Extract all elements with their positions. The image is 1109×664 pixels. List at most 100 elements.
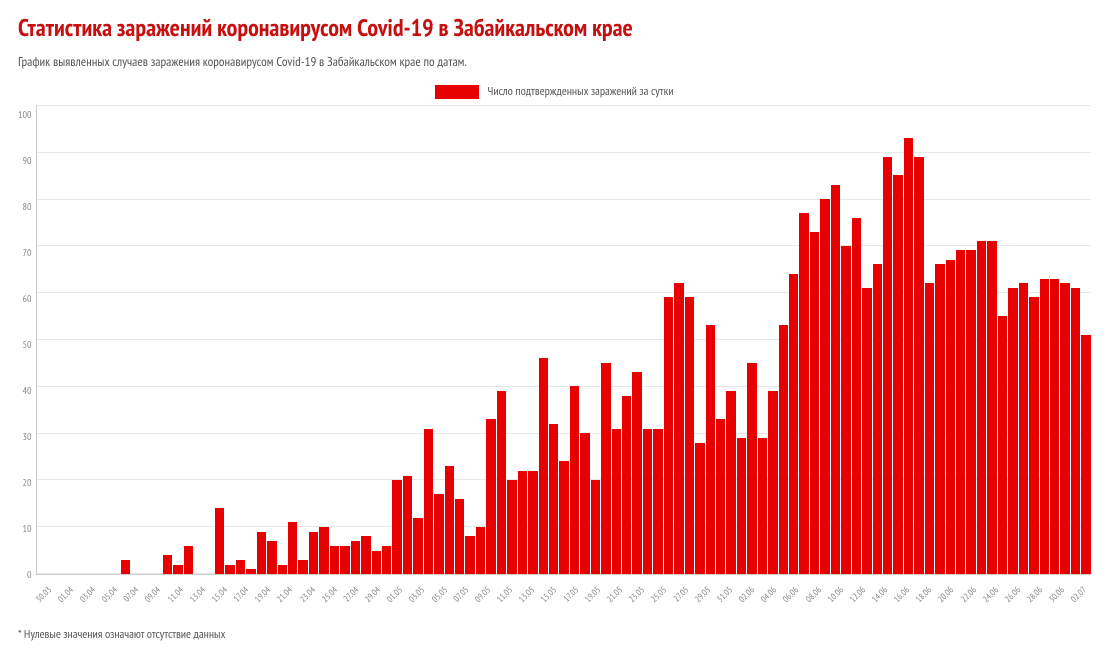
bar[interactable] bbox=[121, 560, 130, 574]
bar[interactable] bbox=[1008, 288, 1017, 574]
bar[interactable] bbox=[966, 250, 975, 574]
bar[interactable] bbox=[1060, 283, 1069, 574]
y-tick-label: 0 bbox=[27, 570, 32, 580]
bar[interactable] bbox=[862, 288, 871, 574]
bar[interactable] bbox=[163, 555, 172, 574]
y-tick-label: 60 bbox=[23, 294, 32, 304]
y-tick-label: 70 bbox=[23, 248, 32, 258]
bar[interactable] bbox=[799, 213, 808, 574]
bar[interactable] bbox=[706, 325, 715, 574]
bar[interactable] bbox=[977, 241, 986, 574]
bar[interactable] bbox=[507, 480, 516, 574]
bar[interactable] bbox=[236, 560, 245, 574]
bar[interactable] bbox=[695, 443, 704, 574]
bar[interactable] bbox=[1040, 279, 1049, 574]
bar[interactable] bbox=[893, 175, 902, 574]
bar[interactable] bbox=[1050, 279, 1059, 574]
bar[interactable] bbox=[225, 565, 234, 574]
bar[interactable] bbox=[956, 250, 965, 574]
bar[interactable] bbox=[1081, 335, 1090, 574]
bar[interactable] bbox=[914, 157, 923, 574]
bar[interactable] bbox=[612, 429, 621, 574]
bar[interactable] bbox=[632, 372, 641, 574]
y-tick-label: 100 bbox=[18, 110, 32, 120]
bar[interactable] bbox=[747, 363, 756, 574]
bar[interactable] bbox=[372, 551, 381, 574]
bar[interactable] bbox=[455, 499, 464, 574]
y-tick-label: 80 bbox=[23, 202, 32, 212]
bar[interactable] bbox=[215, 508, 224, 574]
bar[interactable] bbox=[518, 471, 527, 574]
bar[interactable] bbox=[549, 424, 558, 574]
bar[interactable] bbox=[1019, 283, 1028, 574]
bar[interactable] bbox=[685, 297, 694, 574]
bar[interactable] bbox=[935, 264, 944, 574]
bar[interactable] bbox=[340, 546, 349, 574]
bar[interactable] bbox=[779, 325, 788, 574]
bar[interactable] bbox=[497, 391, 506, 574]
y-axis: 1009080706050403020100 bbox=[18, 105, 36, 575]
bar[interactable] bbox=[392, 480, 401, 574]
bar[interactable] bbox=[622, 396, 631, 574]
bar[interactable] bbox=[246, 569, 255, 574]
bar[interactable] bbox=[539, 358, 548, 574]
bar[interactable] bbox=[768, 391, 777, 574]
bar[interactable] bbox=[278, 565, 287, 574]
bar[interactable] bbox=[726, 391, 735, 574]
bar[interactable] bbox=[424, 429, 433, 574]
bar[interactable] bbox=[925, 283, 934, 574]
bar[interactable] bbox=[601, 363, 610, 574]
bar[interactable] bbox=[465, 536, 474, 574]
bar[interactable] bbox=[528, 471, 537, 574]
bar[interactable] bbox=[810, 232, 819, 574]
x-tick-label: 02.07 bbox=[1069, 585, 1103, 619]
bar[interactable] bbox=[403, 476, 412, 574]
bar[interactable] bbox=[1029, 297, 1038, 574]
bar[interactable] bbox=[852, 218, 861, 574]
bar[interactable] bbox=[643, 429, 652, 574]
bar[interactable] bbox=[267, 541, 276, 574]
bar[interactable] bbox=[737, 438, 746, 574]
bar[interactable] bbox=[674, 283, 683, 574]
bar[interactable] bbox=[361, 536, 370, 574]
bar[interactable] bbox=[883, 157, 892, 574]
bar[interactable] bbox=[445, 466, 454, 574]
bar[interactable] bbox=[758, 438, 767, 574]
bar[interactable] bbox=[319, 527, 328, 574]
bar[interactable] bbox=[257, 532, 266, 574]
bar[interactable] bbox=[298, 560, 307, 574]
bar[interactable] bbox=[351, 541, 360, 574]
bar[interactable] bbox=[831, 185, 840, 574]
bar[interactable] bbox=[987, 241, 996, 574]
bar[interactable] bbox=[570, 386, 579, 574]
bar[interactable] bbox=[184, 546, 193, 574]
bar[interactable] bbox=[330, 546, 339, 574]
bar[interactable] bbox=[946, 260, 955, 574]
bar[interactable] bbox=[998, 316, 1007, 574]
chart-legend: Число подтвержденных заражений за сутки bbox=[18, 84, 1091, 99]
bar[interactable] bbox=[820, 199, 829, 574]
bar[interactable] bbox=[664, 297, 673, 574]
bar[interactable] bbox=[559, 461, 568, 574]
bar[interactable] bbox=[288, 522, 297, 574]
bar[interactable] bbox=[580, 433, 589, 574]
bar[interactable] bbox=[382, 546, 391, 574]
bar[interactable] bbox=[716, 419, 725, 574]
y-tick-label: 40 bbox=[23, 386, 32, 396]
plot-area bbox=[36, 105, 1092, 575]
bar[interactable] bbox=[173, 565, 182, 574]
bar[interactable] bbox=[434, 494, 443, 574]
bar[interactable] bbox=[1071, 288, 1080, 574]
bar[interactable] bbox=[841, 246, 850, 574]
bar[interactable] bbox=[653, 429, 662, 574]
bar[interactable] bbox=[476, 527, 485, 574]
bar[interactable] bbox=[591, 480, 600, 574]
bar[interactable] bbox=[873, 264, 882, 574]
bar[interactable] bbox=[904, 138, 913, 574]
y-tick-label: 10 bbox=[23, 524, 32, 534]
bar[interactable] bbox=[486, 419, 495, 574]
legend-label: Число подтвержденных заражений за сутки bbox=[487, 84, 673, 99]
bar[interactable] bbox=[413, 518, 422, 574]
bar[interactable] bbox=[789, 274, 798, 574]
bar[interactable] bbox=[309, 532, 318, 574]
